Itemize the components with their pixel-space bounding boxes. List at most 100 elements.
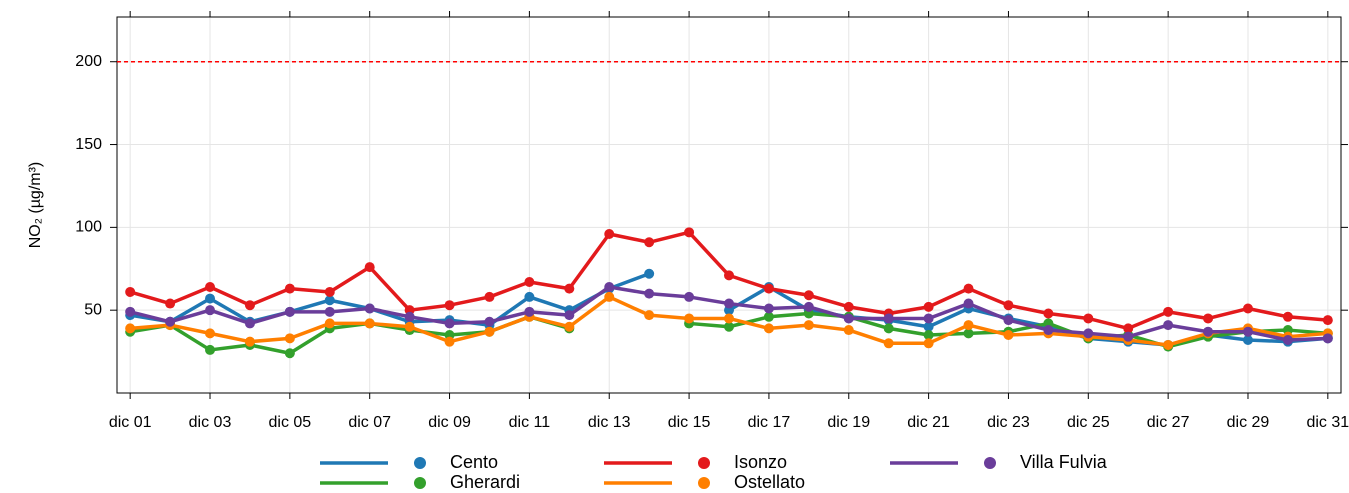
point bbox=[484, 291, 495, 302]
point bbox=[205, 305, 216, 316]
point bbox=[923, 313, 934, 324]
point bbox=[564, 321, 575, 332]
x-tick-label: dic 01 bbox=[109, 414, 152, 431]
point bbox=[404, 321, 415, 332]
point bbox=[284, 306, 295, 317]
point bbox=[963, 328, 974, 339]
point bbox=[524, 306, 535, 317]
point bbox=[963, 298, 974, 309]
point bbox=[324, 286, 335, 297]
x-tick-label: dic 09 bbox=[428, 414, 471, 431]
x-tick-label: dic 05 bbox=[269, 414, 312, 431]
point bbox=[244, 336, 255, 347]
point bbox=[923, 338, 934, 349]
legend-label: Gherardi bbox=[450, 472, 520, 492]
point bbox=[763, 283, 774, 294]
legend-marker bbox=[698, 477, 710, 489]
point bbox=[1163, 306, 1174, 317]
point bbox=[803, 320, 814, 331]
point bbox=[843, 301, 854, 312]
legend-marker bbox=[984, 457, 996, 469]
point bbox=[644, 268, 655, 279]
point bbox=[165, 298, 176, 309]
legend-marker bbox=[414, 457, 426, 469]
legend-label: Isonzo bbox=[734, 452, 787, 472]
point bbox=[205, 328, 216, 339]
point bbox=[763, 303, 774, 314]
point bbox=[284, 348, 295, 359]
point bbox=[604, 281, 615, 292]
point bbox=[444, 300, 455, 311]
point bbox=[125, 286, 136, 297]
point bbox=[1163, 320, 1174, 331]
point bbox=[803, 290, 814, 301]
legend-label: Cento bbox=[450, 452, 498, 472]
x-tick-label: dic 23 bbox=[987, 414, 1030, 431]
point bbox=[763, 323, 774, 334]
point bbox=[604, 228, 615, 239]
point bbox=[1003, 330, 1014, 341]
point bbox=[125, 323, 136, 334]
point bbox=[1322, 333, 1333, 344]
point bbox=[883, 338, 894, 349]
y-tick-label: 100 bbox=[75, 219, 102, 236]
point bbox=[205, 344, 216, 355]
x-tick-label: dic 21 bbox=[907, 414, 950, 431]
x-tick-label: dic 03 bbox=[189, 414, 232, 431]
legend-marker bbox=[698, 457, 710, 469]
point bbox=[1282, 334, 1293, 345]
point bbox=[564, 283, 575, 294]
point bbox=[923, 321, 934, 332]
legend-label: Ostellato bbox=[734, 472, 805, 492]
point bbox=[1242, 303, 1253, 314]
point bbox=[684, 227, 695, 238]
point bbox=[524, 277, 535, 288]
y-tick-label: 200 bbox=[75, 53, 102, 70]
point bbox=[244, 318, 255, 329]
point bbox=[963, 320, 974, 331]
x-tick-label: dic 19 bbox=[827, 414, 870, 431]
point bbox=[843, 325, 854, 336]
point bbox=[1282, 311, 1293, 322]
point bbox=[883, 313, 894, 324]
point bbox=[1043, 325, 1054, 336]
point bbox=[883, 323, 894, 334]
point bbox=[1242, 334, 1253, 345]
x-tick-label: dic 13 bbox=[588, 414, 631, 431]
point bbox=[284, 333, 295, 344]
point bbox=[484, 316, 495, 327]
point bbox=[564, 310, 575, 321]
point bbox=[1163, 339, 1174, 350]
point bbox=[364, 303, 375, 314]
point bbox=[963, 283, 974, 294]
x-tick-label: dic 29 bbox=[1227, 414, 1270, 431]
point bbox=[724, 270, 734, 281]
point bbox=[324, 318, 335, 329]
point bbox=[684, 313, 695, 324]
legend-label: Villa Fulvia bbox=[1020, 452, 1108, 472]
point bbox=[165, 316, 176, 327]
point bbox=[1003, 315, 1014, 326]
point bbox=[724, 313, 734, 324]
point bbox=[1083, 313, 1094, 324]
point bbox=[923, 301, 934, 312]
y-axis-label: NO₂ (µg/m³) bbox=[27, 162, 44, 249]
point bbox=[644, 310, 655, 321]
point bbox=[803, 301, 814, 312]
point bbox=[244, 300, 255, 311]
point bbox=[444, 318, 455, 329]
x-tick-label: dic 25 bbox=[1067, 414, 1110, 431]
point bbox=[125, 306, 136, 317]
point bbox=[1203, 313, 1214, 324]
point bbox=[1043, 308, 1054, 319]
point bbox=[724, 321, 734, 332]
point bbox=[724, 298, 734, 309]
point bbox=[1242, 326, 1253, 337]
plot-frame bbox=[116, 16, 1342, 394]
point bbox=[364, 318, 375, 329]
point bbox=[644, 237, 655, 248]
x-tick-label: dic 31 bbox=[1306, 414, 1349, 431]
point bbox=[324, 306, 335, 317]
point bbox=[1083, 328, 1094, 339]
x-tick-label: dic 07 bbox=[348, 414, 391, 431]
